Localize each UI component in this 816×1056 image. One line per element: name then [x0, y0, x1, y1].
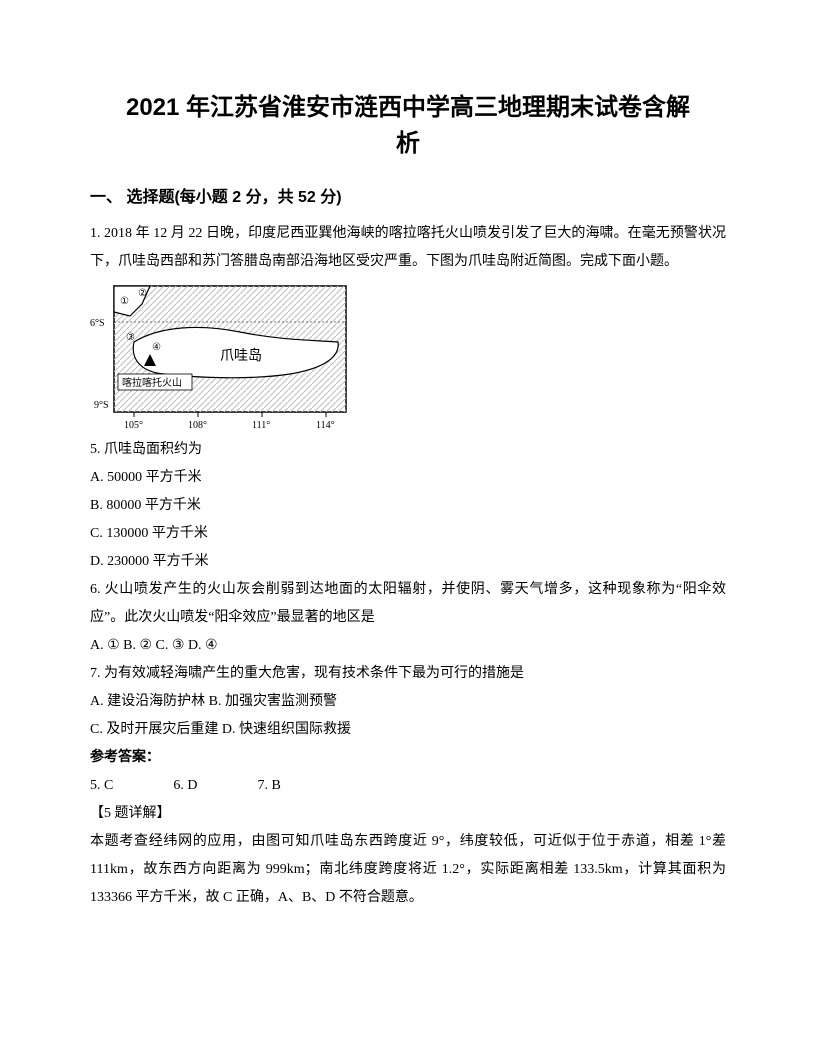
lon-111: 111° [252, 420, 270, 431]
q7-options-cd: C. 及时开展灾后重建 D. 快速组织国际救援 [90, 716, 726, 744]
title-line-2: 析 [396, 130, 420, 157]
section-heading: 一、 选择题(每小题 2 分，共 52 分) [90, 182, 726, 214]
question-1-intro: 1. 2018 年 12 月 22 日晚，印度尼西亚巽他海峡的喀拉喀托火山喷发引… [90, 220, 726, 276]
answer-5: 5. C [90, 772, 113, 800]
q5-option-a: A. 50000 平方千米 [90, 464, 726, 492]
volcano-label: 喀拉喀托火山 [122, 376, 182, 389]
q5-option-d: D. 230000 平方千米 [90, 548, 726, 576]
q7-stem: 7. 为有效减轻海啸产生的重大危害，现有技术条件下最为可行的措施是 [90, 660, 726, 688]
marker-3: ③ [126, 332, 135, 343]
q5-option-c: C. 130000 平方千米 [90, 520, 726, 548]
marker-2: ② [138, 288, 147, 299]
lat-9s: 9°S [94, 400, 109, 411]
q5-option-b: B. 80000 平方千米 [90, 492, 726, 520]
lon-108: 108° [188, 420, 207, 431]
explain-5-heading: 【5 题详解】 [90, 800, 726, 828]
title-line-1: 2021 年江苏省淮安市涟西中学高三地理期末试卷含解 [126, 94, 690, 121]
lon-114: 114° [316, 420, 335, 431]
marker-4: ④ [152, 342, 161, 353]
lat-6s: 6°S [90, 318, 105, 329]
map-figure: ① ② ③ ④ 爪哇岛 喀拉喀托火山 6°S 9°S 105° 108° 111… [90, 282, 350, 432]
reference-answer-heading: 参考答案： [90, 744, 726, 772]
q5-stem: 5. 爪哇岛面积约为 [90, 436, 726, 464]
island-label: 爪哇岛 [220, 348, 262, 364]
marker-1: ① [120, 296, 129, 307]
q6-stem: 6. 火山喷发产生的火山灰会削弱到达地面的太阳辐射，并使阴、雾天气增多，这种现象… [90, 576, 726, 632]
q7-options-ab: A. 建设沿海防护林 B. 加强灾害监测预警 [90, 688, 726, 716]
answer-7: 7. B [257, 772, 280, 800]
lon-105: 105° [124, 420, 143, 431]
q6-options: A. ① B. ② C. ③ D. ④ [90, 632, 726, 660]
explain-5-body: 本题考查经纬网的应用，由图可知爪哇岛东西跨度近 9°，纬度较低，可近似于位于赤道… [90, 828, 726, 912]
answer-6: 6. D [173, 772, 197, 800]
